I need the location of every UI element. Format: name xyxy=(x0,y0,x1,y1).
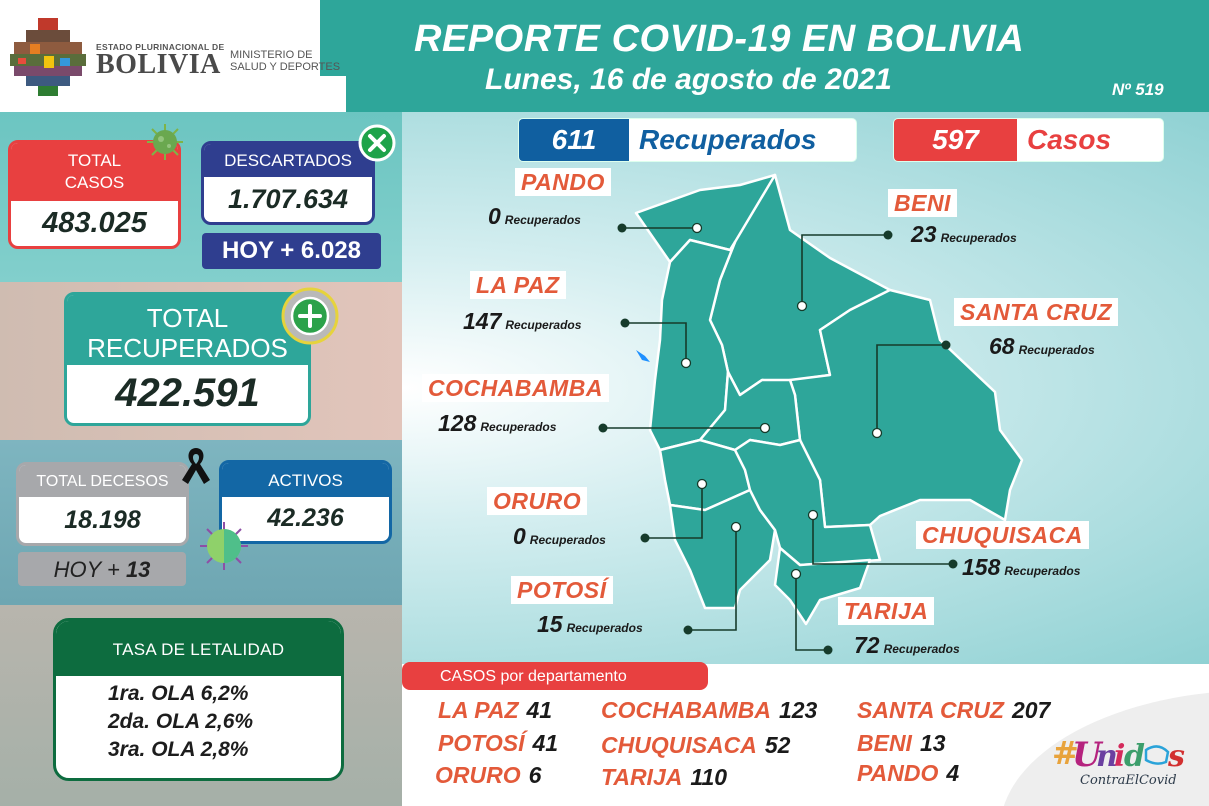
discarded-label: DESCARTADOS xyxy=(204,144,372,177)
lethality-wave-3: 3ra. OLA 2,8% xyxy=(108,738,249,761)
dept-label-la-paz: LA PAZ xyxy=(470,271,566,299)
dept-label-pando: PANDO xyxy=(515,168,611,196)
cases-by-department-title: CASOS por departamento xyxy=(402,662,708,690)
logo-title: BOLIVIA xyxy=(96,49,221,80)
case-item: CHUQUISACA 52 xyxy=(601,732,791,758)
total-deaths-card: TOTAL DECESOS 18.198 xyxy=(16,462,189,546)
case-item: SANTA CRUZ 207 xyxy=(857,697,1051,723)
daily-recovered-badge: 611 Recuperados xyxy=(519,119,856,161)
svg-text:U: U xyxy=(1072,735,1104,775)
daily-recovered-value: 611 xyxy=(519,119,629,161)
case-item: LA PAZ 41 xyxy=(438,697,553,723)
coronavirus-icon xyxy=(200,522,248,570)
lethality-rate-card: TASA DE LETALIDAD 1ra. OLA 6,2% 2da. OLA… xyxy=(53,618,344,781)
total-cases-value: 483.025 xyxy=(42,207,147,239)
dept-recovered-tarija: 72 Recuperados xyxy=(854,632,960,658)
lethality-wave-1: 1ra. OLA 6,2% xyxy=(108,682,249,705)
region-santa-cruz xyxy=(788,288,1024,529)
total-recovered-card: TOTAL RECUPERADOS 422.591 xyxy=(64,292,311,426)
region-potosi xyxy=(668,488,777,610)
dept-label-beni: BENI xyxy=(888,189,957,217)
lake-titicaca-icon xyxy=(636,350,650,362)
svg-text:ContraElCovid: ContraElCovid xyxy=(1080,773,1177,788)
dept-label-cochabamba: COCHABAMBA xyxy=(422,374,609,402)
dept-recovered-potosi: 15 Recuperados xyxy=(537,611,643,637)
plus-icon xyxy=(281,287,339,345)
bolivia-chakana-logo-icon xyxy=(10,18,86,96)
dept-recovered-chuquisaca: 158 Recuperados xyxy=(962,554,1081,580)
dept-label-potosi: POTOSÍ xyxy=(511,576,613,604)
case-item: PANDO 4 xyxy=(857,760,960,786)
dept-recovered-oruro: 0 Recuperados xyxy=(513,523,606,549)
deaths-today: HOY + 13 xyxy=(18,552,186,586)
page-title: REPORTE COVID-19 EN BOLIVIA xyxy=(414,18,1025,60)
active-cases-value: 42.236 xyxy=(267,504,344,532)
dept-label-santa-cruz: SANTA CRUZ xyxy=(954,298,1118,326)
report-number: Nº 519 xyxy=(1112,80,1164,99)
dept-label-chuquisaca: CHUQUISACA xyxy=(916,521,1089,549)
discarded-card: DESCARTADOS 1.707.634 xyxy=(201,141,375,225)
mourning-ribbon-icon xyxy=(182,448,210,484)
case-item: BENI 13 xyxy=(857,730,946,756)
region-chuquisaca xyxy=(733,438,882,567)
svg-text:n: n xyxy=(1096,739,1118,774)
logo-subtitle: ESTADO PLURINACIONAL DE xyxy=(96,42,225,52)
total-deaths-value: 18.198 xyxy=(64,506,141,534)
total-recovered-value: 422.591 xyxy=(115,371,260,415)
dept-recovered-la-paz: 147 Recuperados xyxy=(463,308,582,334)
daily-cases-value: 597 xyxy=(894,119,1017,161)
total-cases-label: TOTAL CASOS xyxy=(11,143,178,201)
dept-recovered-cochabamba: 128 Recuperados xyxy=(438,410,557,436)
dept-recovered-santa-cruz: 68 Recuperados xyxy=(989,333,1095,359)
dept-recovered-beni: 23 Recuperados xyxy=(911,221,1017,247)
virus-icon xyxy=(147,124,183,160)
daily-recovered-label: Recuperados xyxy=(639,124,817,155)
dept-label-tarija: TARIJA xyxy=(838,597,935,625)
case-item: COCHABAMBA 123 xyxy=(601,697,818,723)
svg-text:s: s xyxy=(1167,739,1185,774)
total-deaths-label: TOTAL DECESOS xyxy=(19,465,186,497)
svg-text:i: i xyxy=(1114,739,1125,774)
svg-text:#: # xyxy=(1052,734,1079,772)
case-item: POTOSÍ 41 xyxy=(438,730,559,756)
active-cases-label: ACTIVOS xyxy=(222,463,389,497)
discarded-today: HOY + 6.028 xyxy=(202,233,381,269)
close-x-icon xyxy=(358,124,396,162)
total-cases-card: TOTAL CASOS 483.025 xyxy=(8,140,181,249)
discarded-value: 1.707.634 xyxy=(227,184,349,214)
dept-recovered-pando: 0 Recuperados xyxy=(488,203,581,229)
unidos-campaign-logo-icon: # U n i d s ContraElCovid xyxy=(1052,734,1185,788)
active-cases-card: ACTIVOS 42.236 xyxy=(219,460,392,544)
report-date: Lunes, 16 de agosto de 2021 xyxy=(485,63,892,96)
daily-cases-badge: 597 Casos xyxy=(894,119,1163,161)
lethality-wave-2: 2da. OLA 2,6% xyxy=(108,710,254,733)
total-recovered-label: TOTAL RECUPERADOS xyxy=(67,295,308,365)
daily-cases-label: Casos xyxy=(1027,124,1112,155)
case-item: ORURO 6 xyxy=(435,762,542,788)
svg-text:d: d xyxy=(1124,739,1145,774)
lethality-rate-label: TASA DE LETALIDAD xyxy=(56,621,341,676)
case-item: TARIJA 110 xyxy=(601,764,728,790)
ministry-name: MINISTERIO DE SALUD Y DEPORTES xyxy=(230,49,341,73)
dept-label-oruro: ORURO xyxy=(487,487,588,515)
